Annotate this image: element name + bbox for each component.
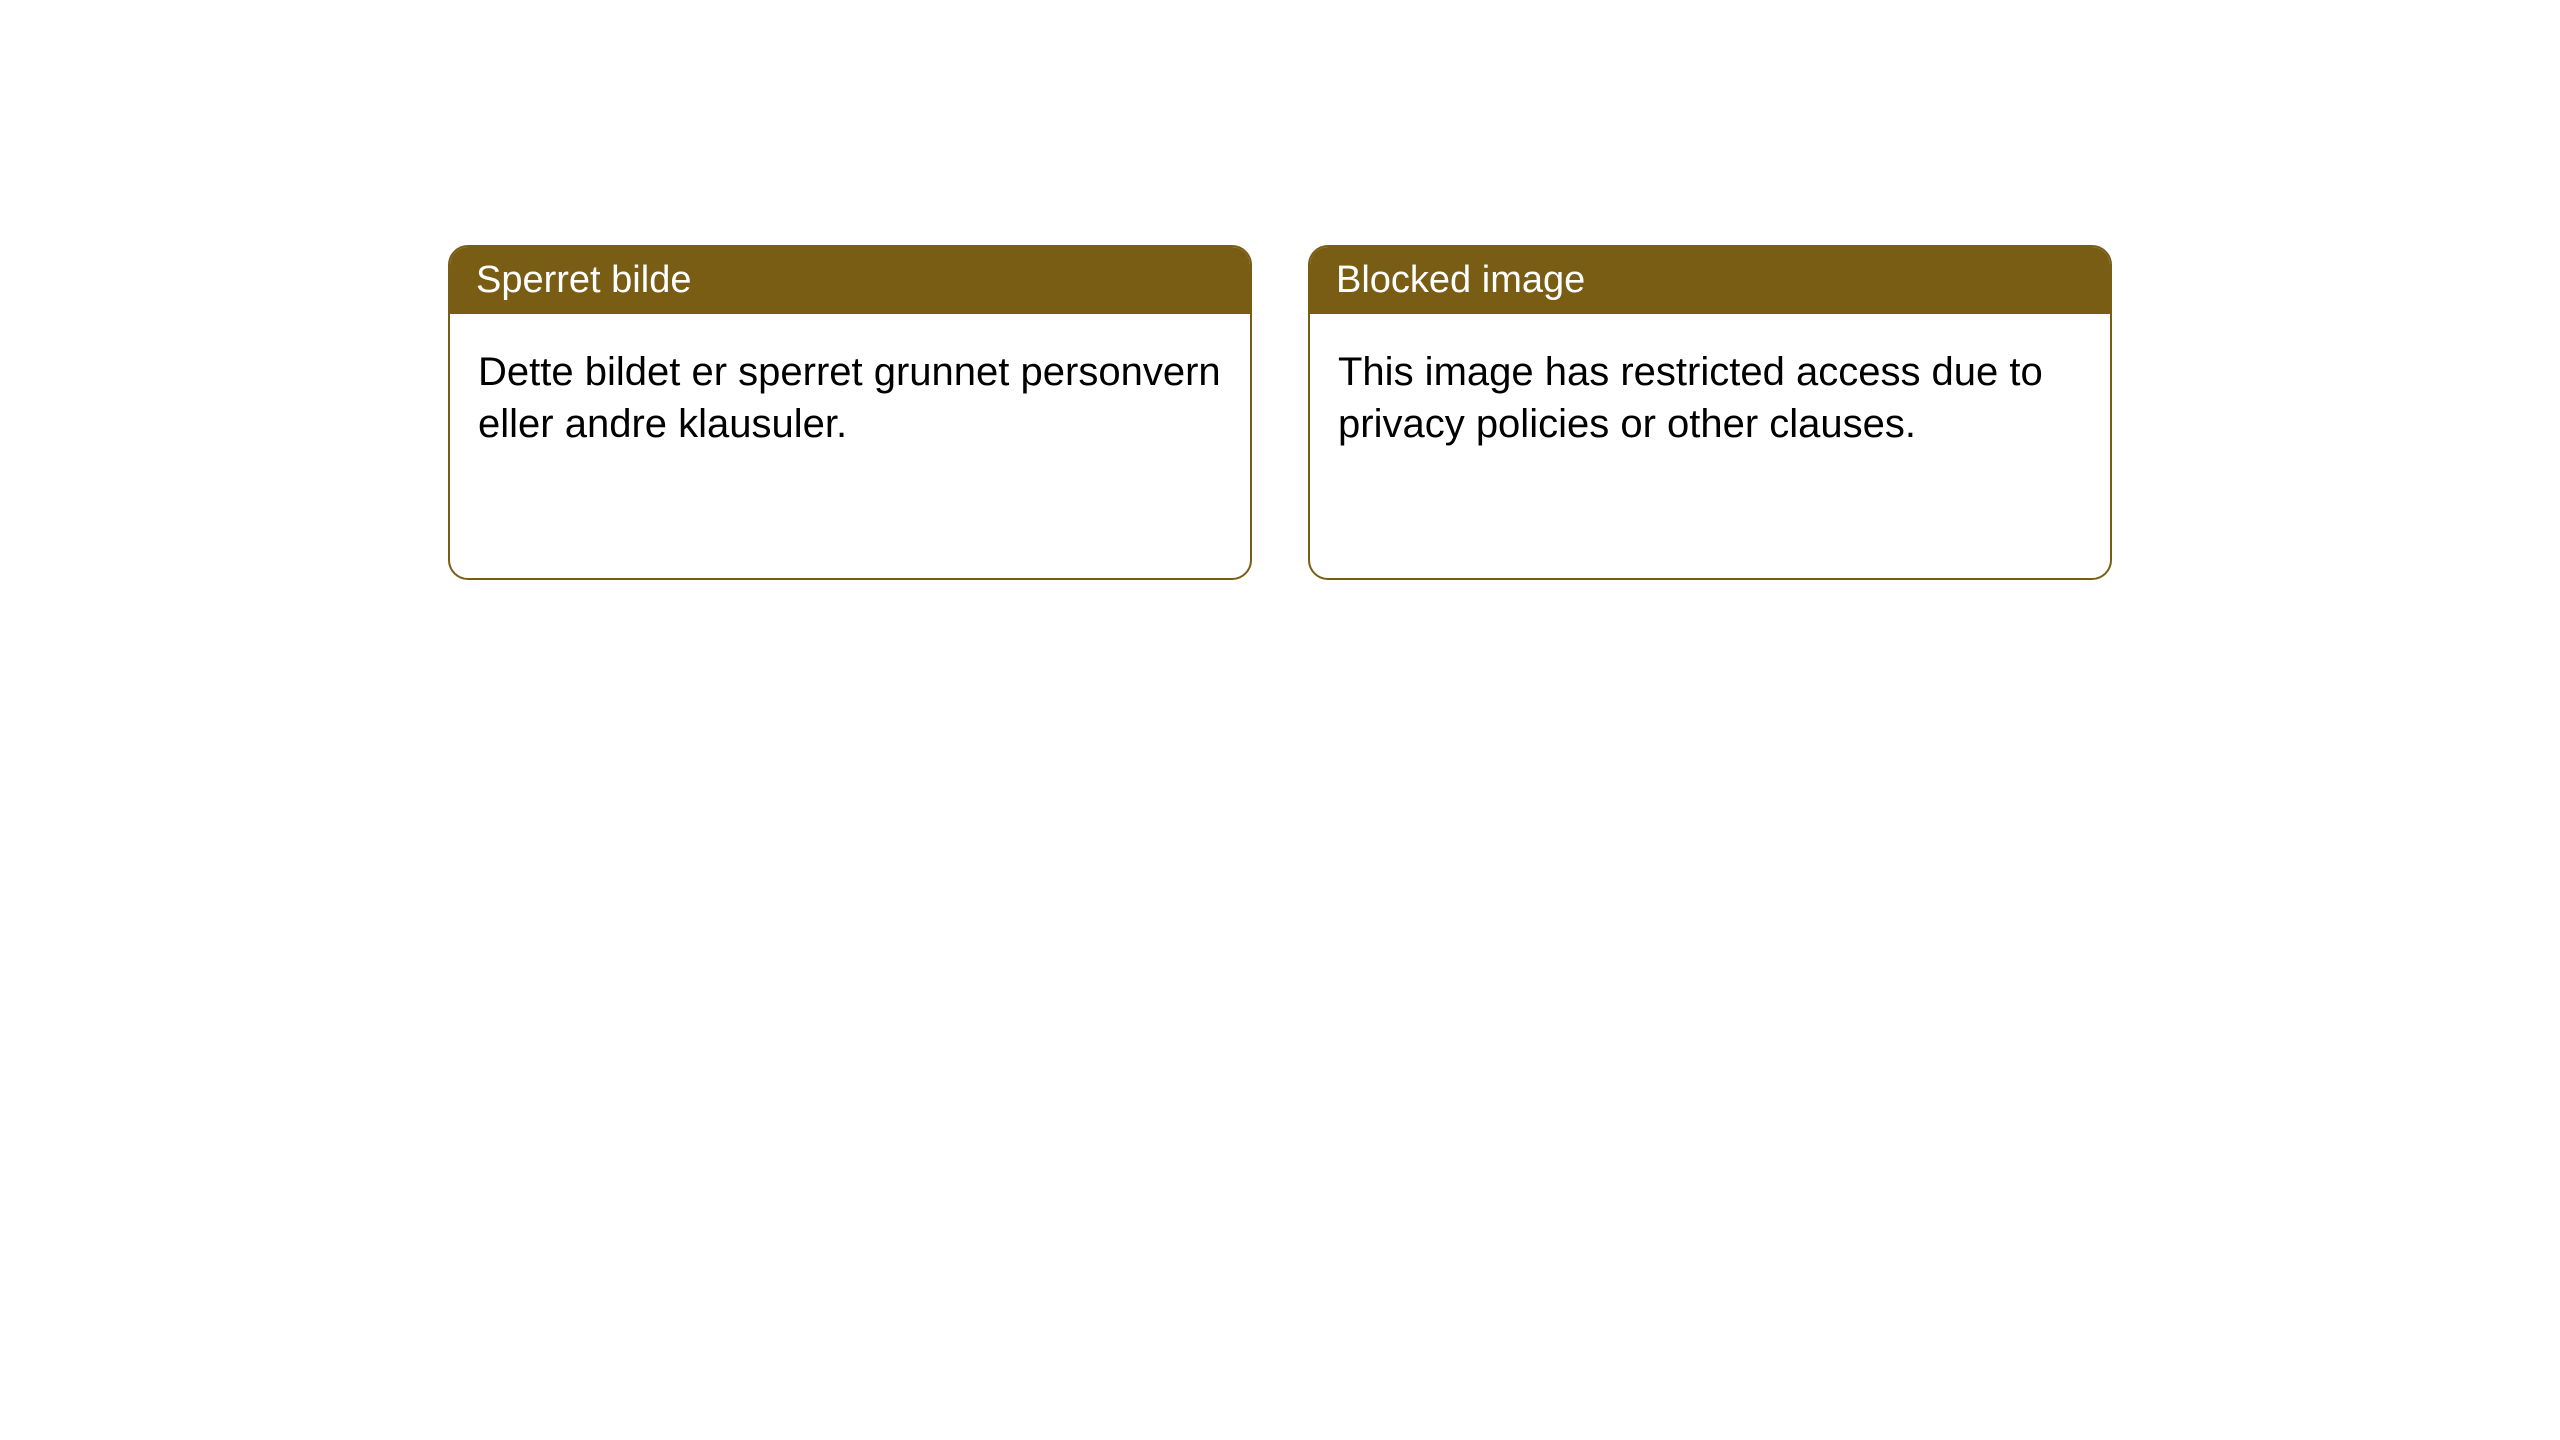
notice-card-english: Blocked image This image has restricted …: [1308, 245, 2112, 580]
card-title: Blocked image: [1336, 259, 1585, 301]
card-body-text: Dette bildet er sperret grunnet personve…: [478, 350, 1221, 446]
card-body-text: This image has restricted access due to …: [1338, 350, 2043, 446]
card-body: Dette bildet er sperret grunnet personve…: [450, 314, 1250, 482]
card-body: This image has restricted access due to …: [1310, 314, 2110, 482]
notice-card-norwegian: Sperret bilde Dette bildet er sperret gr…: [448, 245, 1252, 580]
notice-container: Sperret bilde Dette bildet er sperret gr…: [0, 0, 2560, 580]
card-header: Blocked image: [1310, 247, 2110, 314]
card-title: Sperret bilde: [476, 259, 691, 301]
card-header: Sperret bilde: [450, 247, 1250, 314]
